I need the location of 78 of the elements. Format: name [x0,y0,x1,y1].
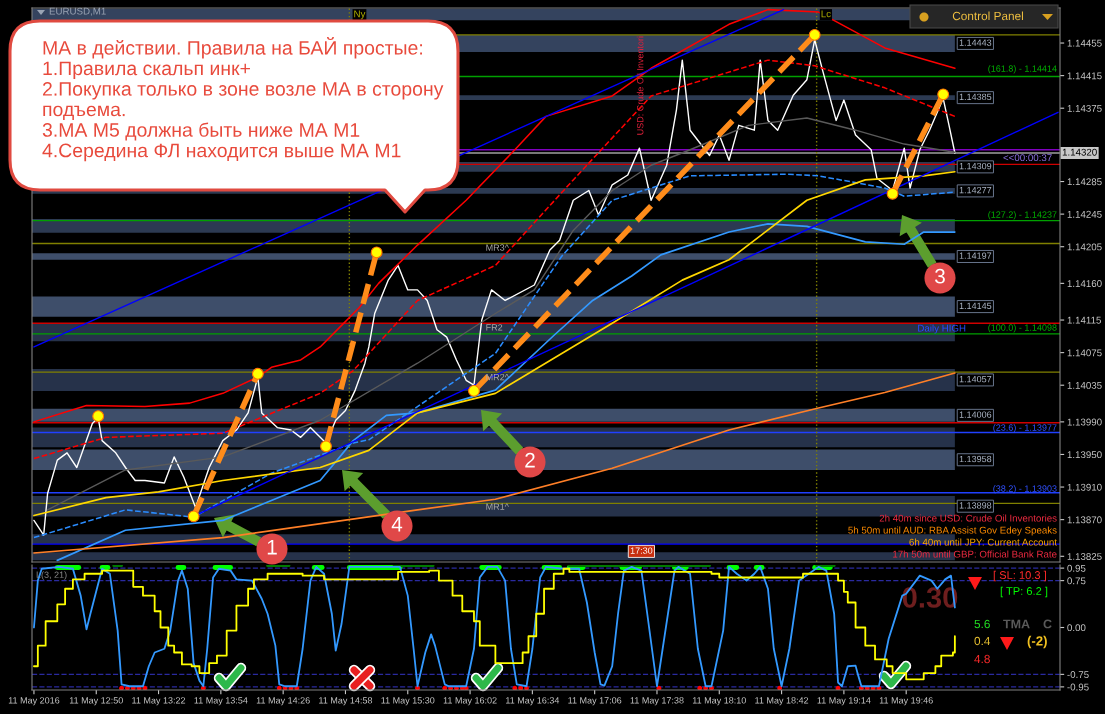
y-tick-label: 0.95 [1067,564,1086,572]
annotation: 4.8 [974,654,990,664]
annotation: 1 [267,540,277,555]
y-tick-label: 1.14415 [1067,72,1102,80]
band-label: 1.14309 [959,162,992,170]
y-tick-label: -0.95 [1067,683,1089,691]
annotation: 3 [935,268,945,284]
y-tick-label: -0.75 [1067,671,1089,678]
annotation: МА в действии. Правила на БАЙ простые: 1.Правила скальп инк+ 2.Покупка только в зоне возле МА в сторону подъема. 3.МА М5 должна быть ниже МА М1 4.Середина ФЛ находится выше МА М1 [42,37,444,162]
band-label: 1.14145 [959,302,992,310]
y-tick-label: 1.14455 [1067,39,1102,47]
y-tick-label: 1.14245 [1067,210,1102,218]
x-tick-label: 11 May 14:58 [319,697,373,706]
y-tick-label: 1.13825 [1067,553,1102,560]
x-tick-label: 11 May 19:46 [879,697,933,706]
x-tick-label: 11 May 18:10 [692,697,746,706]
x-tick-label: 11 May 12:50 [69,697,123,706]
annotation: USD: Crude Oil Inventori [636,36,644,135]
y-tick-label: 1.13990 [1067,418,1102,426]
y-tick-label: 1.13910 [1067,483,1102,491]
band-label: 1.14385 [959,93,992,101]
x-tick-label: 11 May 13:22 [132,697,186,706]
annotation: (161.8) - 1.14414 [988,65,1057,74]
annotation: 4 [391,517,403,532]
annotation: MR1^ [486,503,509,510]
y-tick-label: 1.14205 [1067,243,1102,251]
annotation: 5h 50m until AUD: RBA Assist Gov Edey Speaks [848,526,1057,536]
annotation: 17:30 [630,547,653,554]
annotation: FR2 [486,324,503,331]
annotation: [ SL: 10.3 ] [993,570,1046,582]
annotation: Daily HIGH [918,324,966,334]
chart-title: EURUSD,M1 [49,7,106,16]
x-tick-label: 11 May 18:42 [755,697,809,706]
ref-line-label: Ny [354,10,366,20]
band-label: 1.14443 [959,39,992,46]
y-tick-label: 1.14115 [1067,316,1101,324]
annotation: TMA [1003,619,1030,629]
x-tick-label: 11 May 2016 [8,697,60,706]
x-tick-label: 11 May 15:30 [381,697,435,706]
annotation: <<00:00:37 [1003,154,1052,162]
y-tick-label: 1.14285 [1067,178,1102,186]
annotation: C [1043,619,1052,629]
annotation: (100.0) - 1.14098 [988,324,1057,333]
y-tick-label: 1.13950 [1067,451,1102,459]
band-label: 1.14006 [959,411,992,418]
x-tick-label: 11 May 16:02 [443,697,497,706]
band-label: 1.13958 [959,455,992,463]
x-tick-label: 11 May 19:14 [817,697,871,706]
x-tick-label: 11 May 17:06 [568,697,622,706]
band-label: 1.13898 [959,502,992,509]
annotation: 5.6 [974,619,990,629]
annotation: (38.2) - 1.13903 [993,485,1057,494]
y-tick-label: 1.14160 [1067,280,1102,287]
y-tick-label: 1.14035 [1067,381,1102,389]
annotation: 0.4 [974,636,991,646]
annotation: (127.2) - 1.14237 [988,211,1057,220]
annotation: 2h 40m since USD: Crude Oil Inventories [879,514,1057,522]
annotation: 2 [525,452,535,468]
x-tick-label: 11 May 13:54 [194,697,248,706]
annotation: MR3^ [486,244,509,251]
band-label: 1.14277 [959,186,992,194]
annotation: Control Panel [952,11,1023,21]
x-tick-label: 11 May 14:26 [256,697,310,706]
x-tick-label: 11 May 17:38 [630,697,684,706]
annotation: 17h 50m until GBP: Official Bank Rate [893,550,1057,558]
annotation: (-2) [1027,635,1047,649]
x-tick-label: 11 May 16:34 [506,697,560,706]
annotation: [ TP: 6.2 ] [1000,586,1048,598]
y-tick-label: 1.14375 [1067,104,1102,112]
y-tick-label: 1.13870 [1067,516,1102,524]
y-tick-label: 0.75 [1067,577,1086,585]
ref-line-label: Lc [821,10,831,18]
y-tick-label: 0.00 [1067,624,1086,632]
annotation: 1.14320 [1062,148,1097,156]
band-label: 1.14057 [959,375,992,383]
annotation: (23.6) - 1.13977 [993,424,1057,433]
band-label: 1.14197 [959,252,992,259]
y-tick-label: 1.14075 [1067,349,1102,357]
